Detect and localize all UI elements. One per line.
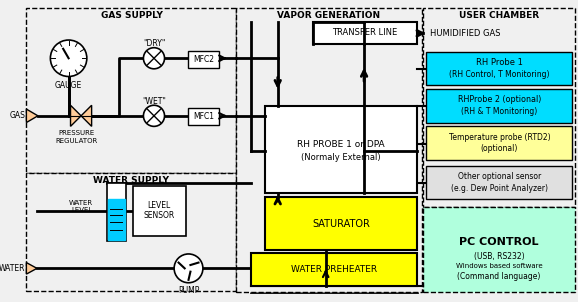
- Bar: [187, 50, 219, 68]
- Text: RH PROBE 1 or DPA: RH PROBE 1 or DPA: [297, 140, 385, 149]
- Bar: [251, 19, 417, 292]
- Text: PRESSURE: PRESSURE: [58, 130, 94, 136]
- Bar: [107, 183, 126, 240]
- Text: MFC2: MFC2: [193, 55, 214, 64]
- Text: VAPOR GENERATION: VAPOR GENERATION: [277, 11, 381, 20]
- Text: "DRY": "DRY": [143, 39, 165, 48]
- Polygon shape: [71, 105, 81, 126]
- Text: WATER: WATER: [0, 264, 25, 273]
- Circle shape: [143, 48, 165, 69]
- Text: WATER
LEVEL: WATER LEVEL: [68, 201, 92, 214]
- Text: RH Probe 1: RH Probe 1: [476, 58, 523, 67]
- Text: GAS SUPPLY: GAS SUPPLY: [101, 11, 162, 20]
- Bar: [427, 52, 572, 85]
- Text: (optional): (optional): [481, 144, 518, 153]
- Bar: [423, 207, 575, 292]
- Bar: [265, 106, 417, 193]
- Bar: [265, 197, 417, 250]
- Bar: [251, 253, 417, 286]
- Text: (RH Control, T Monitoring): (RH Control, T Monitoring): [449, 69, 550, 79]
- Text: (Command language): (Command language): [457, 271, 540, 281]
- Polygon shape: [81, 105, 92, 126]
- Text: MFC1: MFC1: [193, 112, 214, 121]
- Polygon shape: [27, 109, 38, 123]
- Text: LEVEL
SENSOR: LEVEL SENSOR: [144, 201, 175, 220]
- Polygon shape: [27, 263, 37, 274]
- Text: Temperature probe (RTD2): Temperature probe (RTD2): [449, 133, 550, 142]
- Text: (Normaly External): (Normaly External): [301, 153, 381, 162]
- Circle shape: [143, 105, 165, 126]
- Bar: [187, 108, 219, 125]
- Text: GAS: GAS: [10, 111, 25, 120]
- Text: PC CONTROL: PC CONTROL: [459, 237, 539, 247]
- Text: (e.g. Dew Point Analyzer): (e.g. Dew Point Analyzer): [451, 184, 548, 193]
- Bar: [313, 22, 417, 44]
- Text: GAUGE: GAUGE: [55, 81, 82, 90]
- Text: TRANSFER LINE: TRANSFER LINE: [332, 28, 398, 37]
- Circle shape: [174, 254, 203, 283]
- Text: WATER PREHEATER: WATER PREHEATER: [291, 265, 377, 274]
- Text: USER CHAMBER: USER CHAMBER: [459, 11, 539, 20]
- Text: SATURATOR: SATURATOR: [312, 219, 370, 229]
- Text: (USB, RS232): (USB, RS232): [473, 252, 524, 261]
- Bar: [427, 89, 572, 123]
- Text: REGULATOR: REGULATOR: [55, 138, 98, 144]
- Bar: [427, 126, 572, 160]
- Bar: [108, 199, 125, 239]
- Circle shape: [50, 40, 87, 76]
- Bar: [27, 173, 236, 291]
- Bar: [27, 8, 236, 173]
- Bar: [427, 166, 572, 199]
- Text: WATER SUPPLY: WATER SUPPLY: [94, 175, 169, 185]
- Bar: [236, 8, 421, 292]
- Text: PUMP: PUMP: [178, 286, 199, 295]
- Text: RHProbe 2 (optional): RHProbe 2 (optional): [458, 95, 541, 104]
- Text: (RH & T Monitoring): (RH & T Monitoring): [461, 107, 538, 116]
- Text: Windows based software: Windows based software: [455, 263, 542, 269]
- Bar: [423, 8, 575, 207]
- Text: Other optional sensor: Other optional sensor: [458, 172, 541, 181]
- Text: HUMIDIFIED GAS: HUMIDIFIED GAS: [430, 29, 501, 38]
- Bar: [133, 186, 186, 236]
- Text: "WET": "WET": [142, 97, 166, 106]
